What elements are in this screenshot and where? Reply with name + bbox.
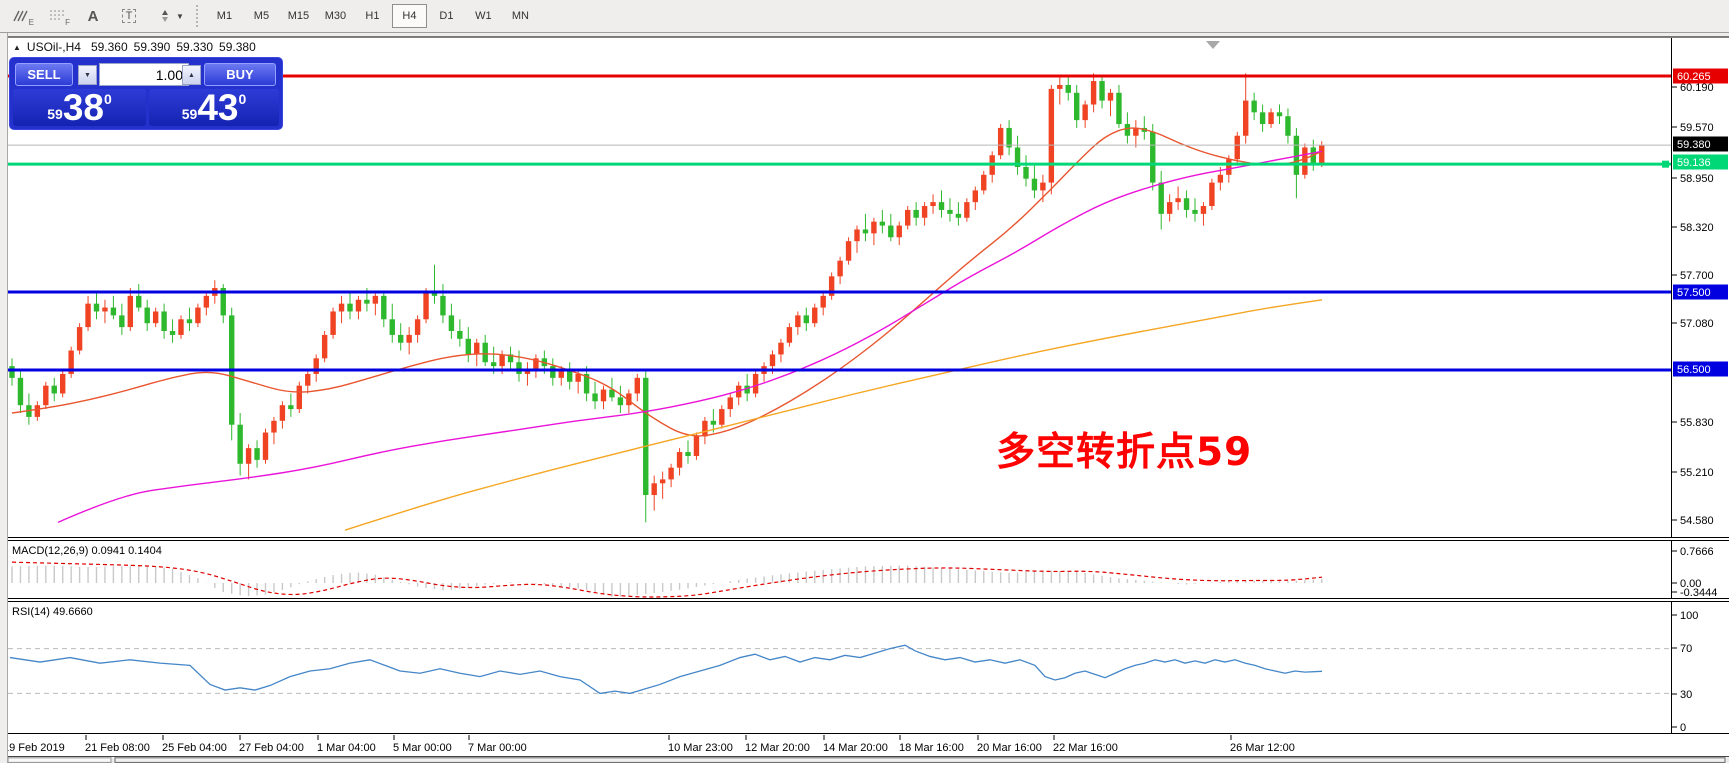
svg-text:18 Mar 16:00: 18 Mar 16:00 [899,742,964,754]
symbol-triangle-icon: ▲ [13,42,21,52]
svg-text:5 Mar 00:00: 5 Mar 00:00 [393,742,452,754]
svg-text:55.830: 55.830 [1680,417,1714,429]
svg-text:27 Feb 04:00: 27 Feb 04:00 [239,742,304,754]
svg-text:57.500: 57.500 [1677,287,1711,299]
tf-button-MN[interactable]: MN [511,10,529,22]
chart-ohlc-header: ▲ USOil-,H4 59.360 59.390 59.330 59.380 [13,40,256,54]
close-value: 59.380 [219,40,256,54]
top-toolbar: E F A T ▼ M1 M5 M15 M30 H1 H4 D1 W1 MN [0,0,1729,33]
svg-text:26 Mar 12:00: 26 Mar 12:00 [1230,742,1295,754]
svg-text:-0.3444: -0.3444 [1680,587,1717,599]
svg-text:58.320: 58.320 [1680,222,1714,234]
rsi-label: RSI(14) 49.6660 [12,606,93,618]
tf-button-H4[interactable]: H4 [391,4,427,28]
triangle-up-icon: ▲ [188,71,195,79]
tf-button-H1[interactable]: H1 [365,10,380,22]
svg-text:19 Feb 2019: 19 Feb 2019 [3,742,65,754]
svg-text:57.080: 57.080 [1680,318,1714,330]
timeframe-buttons: M1 M5 M15 M30 H1 H4 D1 W1 MN [207,4,540,28]
time-axis[interactable] [8,735,1671,757]
text-box-icon[interactable]: T [114,4,144,28]
svg-text:57.700: 57.700 [1680,270,1714,282]
price-axis[interactable] [1672,38,1729,733]
svg-text:60.190: 60.190 [1680,82,1714,94]
svg-text:10 Mar 23:00: 10 Mar 23:00 [668,742,733,754]
svg-text:22 Mar 16:00: 22 Mar 16:00 [1053,742,1118,754]
svg-text:0.7666: 0.7666 [1680,546,1714,558]
open-value: 59.360 [90,40,128,54]
svg-text:100: 100 [1680,610,1698,622]
tf-button-M5[interactable]: M5 [253,10,270,22]
svg-text:21 Feb 08:00: 21 Feb 08:00 [85,742,150,754]
svg-text:20 Mar 16:00: 20 Mar 16:00 [977,742,1042,754]
horizontal-scrollbar[interactable] [8,757,1729,763]
svg-text:30: 30 [1680,689,1692,701]
svg-text:59.380: 59.380 [1677,139,1711,151]
symbol-label: USOil-,H4 [26,40,81,54]
svg-text:60.265: 60.265 [1677,71,1711,83]
svg-text:1 Mar 04:00: 1 Mar 04:00 [317,742,376,754]
chart-annotation: 多空转折点59 [996,430,1253,475]
one-click-trading-panel: SELL ▼ ▲ BUY 59 38 0 59 43 0 [9,57,283,130]
tf-button-M30[interactable]: M30 [324,10,347,22]
high-value: 59.390 [133,40,171,54]
svg-text:59.570: 59.570 [1680,122,1714,134]
svg-text:0.00: 0.00 [1680,578,1701,590]
svg-text:55.210: 55.210 [1680,467,1714,479]
svg-text:7 Mar 00:00: 7 Mar 00:00 [468,742,527,754]
triangle-down-icon: ▼ [84,71,91,79]
macd-panel[interactable] [8,542,1671,598]
svg-text:70: 70 [1680,643,1692,655]
svg-text:58.950: 58.950 [1680,173,1714,185]
svg-text:12 Mar 20:00: 12 Mar 20:00 [745,742,810,754]
tf-button-D1[interactable]: D1 [439,10,454,22]
rsi-panel[interactable] [8,602,1671,733]
grid-template-icon[interactable]: F [42,4,72,28]
toolbar-separator [195,5,198,27]
svg-text:14 Mar 20:00: 14 Mar 20:00 [823,742,888,754]
sell-price-display[interactable]: 59 38 0 [13,89,146,126]
lot-increase-button[interactable]: ▲ [182,65,201,85]
tf-button-W1[interactable]: W1 [475,10,492,22]
arrange-arrows-icon[interactable] [150,4,180,28]
macd-label: MACD(12,26,9) 0.0941 0.1404 [12,545,162,557]
svg-text:25 Feb 04:00: 25 Feb 04:00 [162,742,227,754]
tf-button-M1[interactable]: M1 [216,10,233,22]
text-label-icon[interactable]: A [87,7,99,25]
svg-text:54.580: 54.580 [1680,515,1714,527]
sell-button[interactable]: SELL [15,63,73,86]
svg-text:0: 0 [1680,722,1686,734]
indicators-icon[interactable]: E [6,4,36,28]
buy-button[interactable]: BUY [204,63,276,86]
buy-price-display[interactable]: 59 43 0 [149,89,279,126]
svg-text:59.136: 59.136 [1677,157,1711,169]
chevron-down-icon[interactable]: ▼ [176,11,184,21]
tf-button-M15[interactable]: M15 [287,10,310,22]
low-value: 59.330 [176,40,214,54]
lot-size-input[interactable] [99,63,189,86]
window-left-frame [0,33,8,763]
lot-decrease-button[interactable]: ▼ [78,65,97,85]
svg-text:56.500: 56.500 [1677,364,1711,376]
